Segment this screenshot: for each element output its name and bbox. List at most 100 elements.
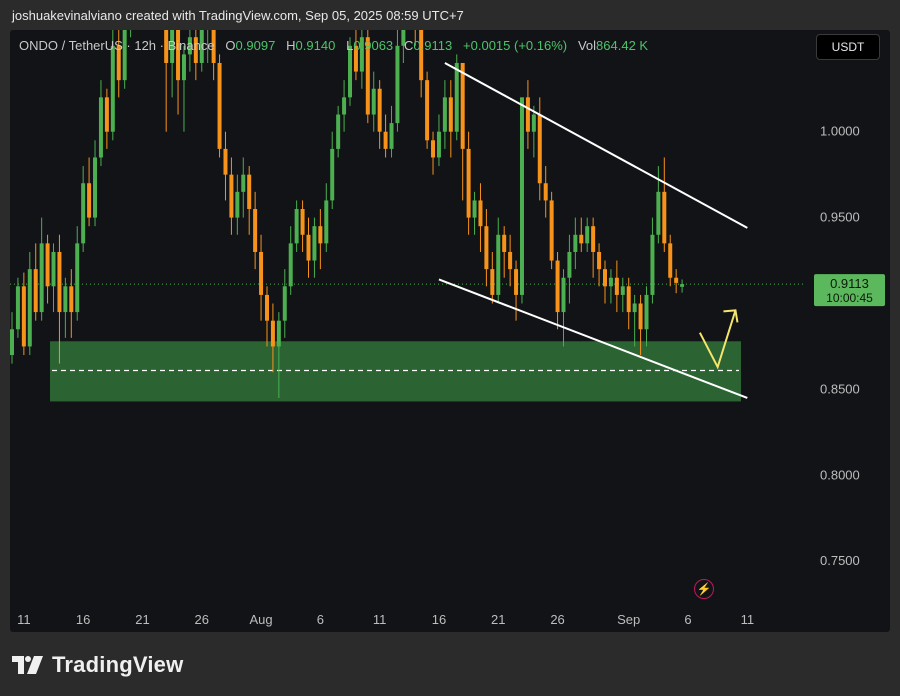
candle-body [104,97,109,132]
candle-body [312,226,317,261]
candle-body [573,234,578,252]
candle-body [116,45,121,81]
candle-body [383,131,388,149]
candle-body [632,303,637,313]
open-label: O [225,38,236,53]
candle-body [348,45,353,98]
candle-body [401,30,406,46]
candle-body [620,286,625,295]
candle-body [549,200,554,261]
open-value: 0.9097 [235,38,276,53]
candle-body [537,114,542,184]
candle-body [235,191,240,218]
projection-arrow [698,310,737,370]
candle-body [110,45,115,132]
high-label: H [286,38,296,53]
x-tick-label: 26 [550,612,564,627]
candle-body [555,260,560,313]
x-tick-label: 16 [76,612,90,627]
candle-body [353,45,358,72]
candle-body [318,226,323,244]
candle-body [27,269,32,347]
candle-body [33,269,38,313]
candle-body [10,329,14,356]
candle-body [579,234,584,244]
candle-body [300,209,305,235]
candle-body [63,286,68,313]
symbol-label[interactable]: ONDO / TetherUS · 12h · Binance [19,38,215,53]
candle-body [211,30,216,63]
candle-body [597,251,602,270]
candle-body [531,114,536,132]
price-tag-countdown: 10:00:45 [826,291,873,305]
candle-body [442,97,447,132]
x-tick-label: 6 [684,612,691,627]
symbol-legend: ONDO / TetherUS · 12h · Binance O0.9097 … [19,38,648,53]
price-tag-value: 0.9113 [830,276,869,291]
y-tick-label: 0.9500 [820,210,860,225]
change-value: +0.0015 (+0.16%) [463,38,568,53]
candle-body [460,62,465,149]
candle-body [276,320,281,347]
candle-body [561,277,566,313]
tradingview-logo-icon [12,656,43,674]
candle-body [223,148,228,175]
candle-body [342,97,347,115]
close-label: C [404,38,414,53]
candle-body [626,286,631,313]
candle-body [21,286,26,347]
chart-credit: joshuakevinalviano created with TradingV… [12,8,464,23]
x-tick-label: 16 [432,612,446,627]
volume-label: Vol [577,38,597,53]
candle-body [45,243,50,287]
candle-body [650,234,655,295]
candle-body [57,251,62,313]
candle-body [336,114,341,149]
candle-body [496,234,501,295]
candle-body [270,320,275,347]
candle-body [644,294,649,330]
candle-body [359,37,364,72]
candle-body [98,97,103,158]
bolt-icon[interactable]: ⚡ [694,579,714,599]
y-tick-label: 0.7500 [820,553,860,568]
candle-body [431,140,436,158]
candle-body [525,97,530,132]
projection-arrow-head [723,309,739,323]
candle-body [662,191,667,244]
candle-body [122,30,127,81]
candle-body [288,243,293,287]
chart-panel[interactable]: 1.25001.20001.15001.10001.05001.00000.95… [10,30,890,632]
candle-body [567,251,572,278]
candle-body [472,200,477,218]
candle-body [330,148,335,201]
candle-body [282,286,287,321]
candle-body [508,251,513,270]
low-value: 0.9063 [353,38,394,53]
candle-body [454,62,459,132]
candle-body [247,174,252,210]
y-tick-label: 0.8500 [820,381,860,396]
x-tick-label: 26 [195,612,209,627]
candle-body [608,277,613,287]
candle-body [490,269,495,295]
low-label: L [346,38,354,53]
currency-button[interactable]: USDT [816,34,880,60]
x-tick-label: 6 [317,612,324,627]
candle-body [502,234,507,252]
candle-body [253,209,258,252]
candlestick-chart[interactable]: 1.25001.20001.15001.10001.05001.00000.95… [10,30,890,632]
candle-body [241,174,246,192]
candle-body [603,269,607,287]
candle-body [294,209,299,244]
candle-body [425,80,430,141]
candle-body [93,157,98,218]
candle-body [15,286,20,330]
candle-body [614,277,619,295]
candle-body [87,183,92,218]
candle-body [656,191,661,235]
candle-body [324,200,329,244]
candle-body [170,30,175,63]
tradingview-wordmark: TradingView [52,652,184,677]
candle-body [371,88,376,115]
